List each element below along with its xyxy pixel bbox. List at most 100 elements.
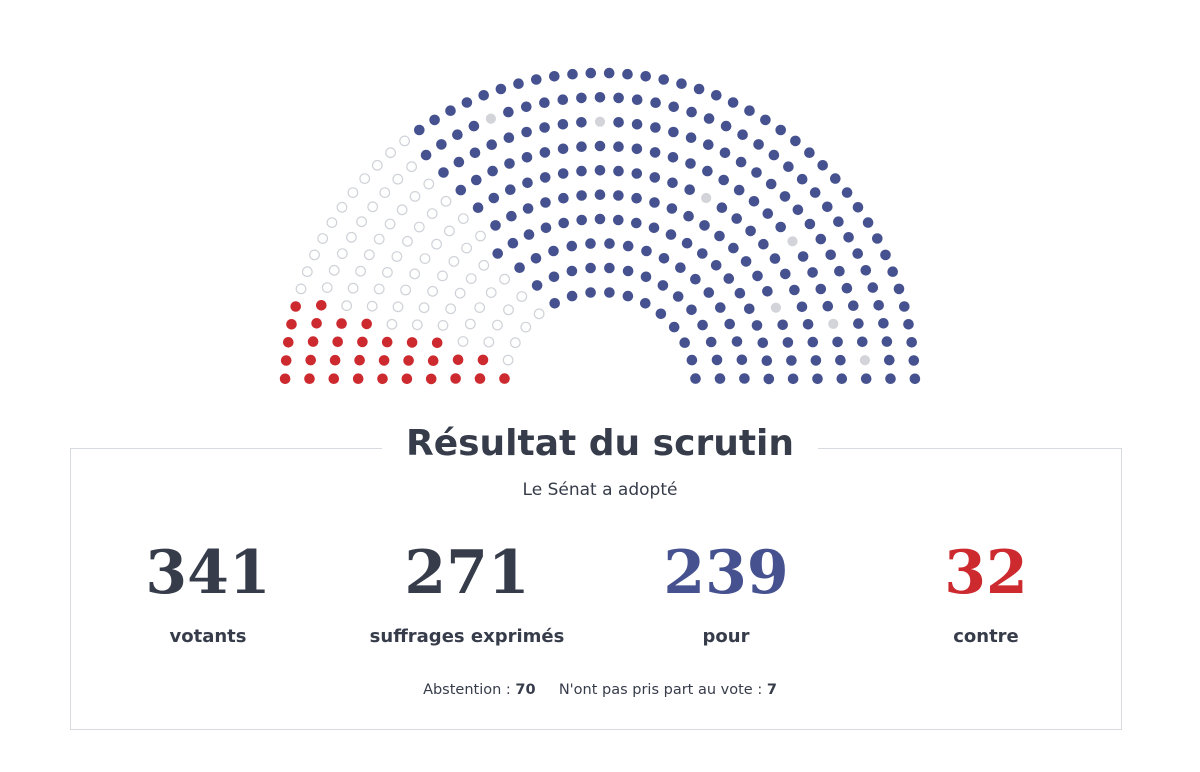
- contre-count: 32: [944, 538, 1028, 608]
- seat-contre: [450, 373, 461, 384]
- seat-pour: [881, 336, 893, 347]
- seat-pour: [487, 165, 498, 177]
- seat-abstention: [409, 268, 421, 280]
- seat-pour: [792, 204, 804, 216]
- seat-pour: [716, 202, 728, 213]
- seat-pour: [825, 249, 836, 261]
- seat-pour: [690, 273, 701, 285]
- seat-abstention: [457, 213, 469, 225]
- seat-pour: [613, 214, 624, 226]
- seat-pour: [775, 124, 786, 136]
- seat-pour: [789, 284, 800, 296]
- seat-abstention: [431, 238, 443, 250]
- contre-label: contre: [953, 626, 1019, 647]
- pour-label: pour: [702, 626, 750, 647]
- seat-abstention: [426, 208, 438, 220]
- seat-pour: [469, 147, 481, 159]
- seat-pour: [739, 373, 750, 384]
- seat-pour: [728, 242, 739, 254]
- seat-pour: [822, 300, 834, 312]
- seat-non-votant: [770, 302, 782, 313]
- seat-pour: [558, 192, 569, 204]
- seat-pour: [843, 232, 854, 243]
- seat-pour: [711, 90, 722, 101]
- seat-pour: [736, 354, 748, 366]
- seat-abstention: [457, 336, 469, 347]
- seat-pour: [566, 290, 578, 302]
- seat-pour: [667, 177, 678, 189]
- seat-pour: [903, 319, 914, 330]
- seat-pour: [472, 202, 484, 213]
- seat-pour: [733, 184, 745, 196]
- seat-pour: [604, 287, 615, 298]
- seat-pour: [686, 304, 697, 316]
- seat-pour: [665, 229, 677, 240]
- seat-pour: [495, 83, 507, 95]
- seat-pour: [720, 120, 732, 132]
- seat-abstention: [309, 249, 320, 261]
- seat-pour: [438, 167, 449, 178]
- seat-pour: [835, 354, 846, 366]
- seat-abstention: [347, 187, 359, 199]
- seat-contre: [378, 355, 390, 366]
- seat-contre: [499, 373, 510, 384]
- seat-abstention: [367, 201, 379, 213]
- seat-pour: [787, 373, 799, 385]
- seat-pour: [672, 291, 684, 302]
- seat-pour: [804, 147, 815, 158]
- seat-abstention: [502, 354, 514, 366]
- seat-pour: [841, 282, 853, 294]
- seat-pour: [833, 216, 844, 227]
- seat-pour: [867, 282, 879, 293]
- seat-contre: [406, 337, 418, 348]
- seat-pour: [790, 135, 801, 147]
- seat-pour: [860, 373, 872, 385]
- seat-contre: [316, 300, 327, 311]
- seat-pour: [830, 173, 841, 184]
- seat-abstention: [392, 173, 404, 185]
- seat-pour: [796, 173, 808, 185]
- seat-pour: [809, 187, 821, 198]
- seat-pour: [761, 355, 773, 367]
- seat-contre: [304, 373, 315, 385]
- seat-pour: [576, 117, 587, 128]
- seat-contre: [474, 373, 486, 384]
- seat-pour: [715, 302, 726, 313]
- seat-pour: [566, 265, 578, 277]
- seat-pour: [557, 168, 569, 179]
- seat-contre: [377, 373, 388, 385]
- seat-pour: [884, 354, 895, 366]
- seat-contre: [336, 318, 347, 329]
- seat-contre: [307, 336, 319, 347]
- seat-abstention: [341, 300, 353, 312]
- seat-pour: [488, 192, 500, 204]
- seat-pour: [650, 97, 661, 108]
- seat-pour: [471, 174, 482, 186]
- seat-contre: [452, 354, 464, 366]
- seat-pour: [693, 83, 705, 95]
- seat-contre: [431, 337, 443, 349]
- seat-pour: [906, 337, 917, 348]
- seat-pour: [657, 280, 669, 291]
- seat-contre: [283, 337, 294, 348]
- seat-pour: [641, 245, 652, 257]
- seat-pour: [796, 301, 808, 313]
- seat-abstention: [461, 242, 473, 254]
- seat-pour: [649, 197, 660, 208]
- seat-pour: [506, 210, 517, 222]
- seat-pour: [815, 283, 827, 295]
- seat-pour: [775, 221, 786, 233]
- seat-pour: [744, 303, 755, 315]
- seat-pour: [885, 373, 896, 385]
- seat-pour: [768, 149, 780, 161]
- seat-abstention: [391, 251, 403, 262]
- seat-non-votant: [859, 355, 871, 366]
- seat-abstention: [448, 256, 460, 267]
- seat-pour: [832, 336, 843, 348]
- vote-outcome: Le Sénat a adopté: [522, 480, 678, 500]
- seat-contre: [381, 336, 393, 348]
- seat-pour: [780, 268, 791, 280]
- seat-pour: [631, 94, 643, 105]
- seat-pour: [703, 139, 714, 150]
- seat-abstention: [355, 265, 367, 277]
